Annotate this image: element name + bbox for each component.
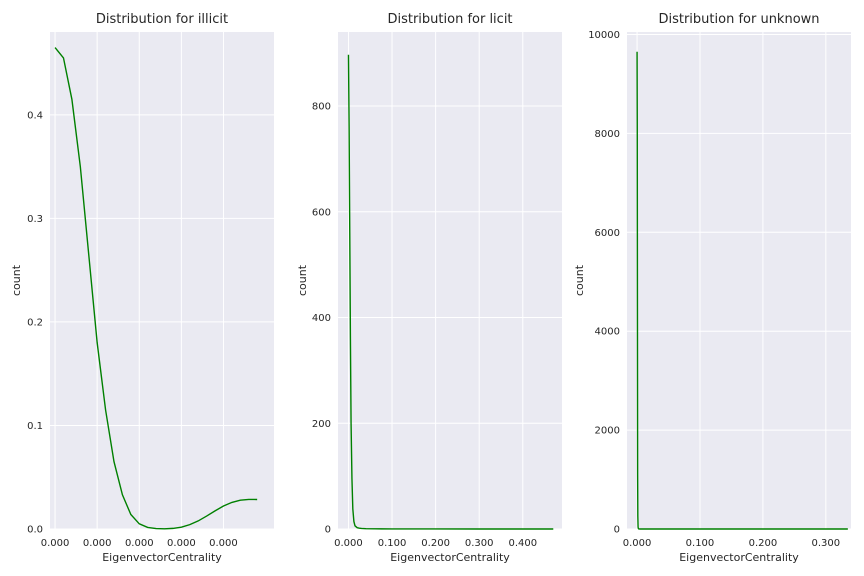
y-axis-label: count — [573, 264, 586, 296]
x-tick-label: 0.000 — [209, 538, 238, 549]
x-tick-label: 0.000 — [167, 538, 196, 549]
y-tick-label: 400 — [312, 313, 331, 324]
y-tick-label: 600 — [312, 207, 331, 218]
density-curve — [54, 47, 258, 530]
plot-area — [627, 32, 851, 529]
x-tick-label: 0.400 — [508, 538, 537, 549]
y-tick-label: 200 — [312, 419, 331, 430]
y-tick-label: 0.2 — [27, 317, 43, 328]
plot-area — [50, 32, 274, 529]
y-tick-label: 8000 — [595, 129, 620, 140]
chart-title: Distribution for licit — [387, 12, 512, 27]
x-tick-label: 0.000 — [623, 538, 652, 549]
y-tick-label: 6000 — [595, 228, 620, 239]
y-tick-label: 0.3 — [27, 214, 43, 225]
y-tick-label: 0.1 — [27, 421, 43, 432]
y-tick-label: 10000 — [588, 30, 620, 41]
chart-title: Distribution for unknown — [658, 12, 819, 27]
x-tick-label: 0.200 — [749, 538, 778, 549]
density-curve — [347, 54, 554, 530]
x-axis-label: EigenvectorCentrality — [102, 551, 222, 564]
y-tick-label: 0 — [325, 525, 331, 536]
x-tick-label: 0.300 — [465, 538, 494, 549]
y-axis-label: count — [10, 264, 23, 296]
plot-area — [338, 32, 562, 529]
y-tick-label: 0 — [614, 525, 620, 536]
y-tick-label: 2000 — [595, 426, 620, 437]
y-tick-label: 0.4 — [27, 110, 43, 121]
chart-title: Distribution for illicit — [96, 12, 228, 27]
x-tick-label: 0.000 — [125, 538, 154, 549]
x-axis-label: EigenvectorCentrality — [679, 551, 799, 564]
x-tick-label: 0.300 — [812, 538, 841, 549]
y-tick-label: 4000 — [595, 327, 620, 338]
x-tick-label: 0.100 — [378, 538, 407, 549]
x-tick-label: 0.100 — [686, 538, 715, 549]
x-tick-label: 0.200 — [421, 538, 450, 549]
x-tick-label: 0.000 — [41, 538, 70, 549]
y-axis-label: count — [296, 264, 309, 296]
x-axis-label: EigenvectorCentrality — [390, 551, 510, 564]
subplot-illicit: 0.000 0.000 0.000 0.000 0.000 0.0 0.1 0.2 0.3 0.4… — [10, 12, 274, 564]
y-tick-label: 0.0 — [27, 525, 43, 536]
y-tick-label: 800 — [312, 102, 331, 113]
subplot-licit: 0.000 0.100 0.200 0.300 0.400 0 200 400 600 800 Di… — [296, 12, 562, 564]
x-tick-label: 0.000 — [334, 538, 363, 549]
subplot-unknown: 0.000 0.100 0.200 0.300 0 2000 4000 6000 8000 100… — [573, 12, 851, 564]
x-tick-label: 0.000 — [83, 538, 112, 549]
density-curve — [636, 51, 848, 530]
